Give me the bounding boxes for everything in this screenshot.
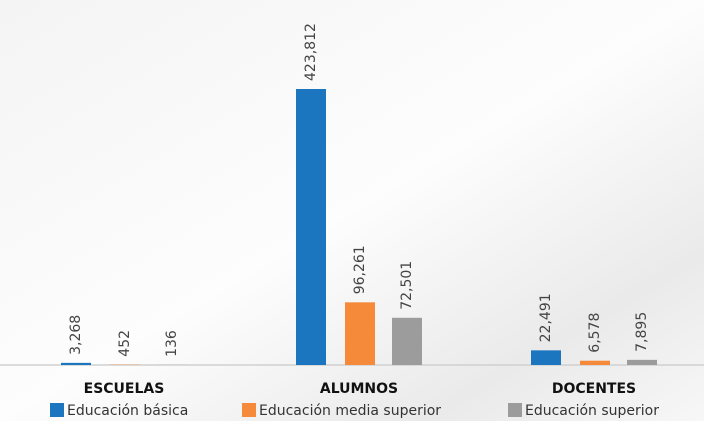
- bar: [61, 362, 91, 365]
- value-label: 96,261: [352, 245, 368, 294]
- legend-label: Educación superior: [525, 403, 659, 419]
- legend-label: Educación media superior: [259, 403, 441, 419]
- value-label: 6,578: [587, 313, 603, 353]
- bar: [580, 360, 610, 365]
- value-label: 3,268: [68, 315, 84, 355]
- value-label: 22,491: [538, 293, 554, 342]
- value-label: 423,812: [303, 23, 319, 81]
- legend-label: Educación básica: [67, 403, 188, 419]
- value-label: 72,501: [399, 261, 415, 310]
- value-label: 7,895: [634, 312, 650, 352]
- category-label: ALUMNOS: [320, 381, 398, 397]
- bar: [296, 89, 326, 365]
- category-label: ESCUELAS: [84, 381, 165, 397]
- value-label: 452: [117, 330, 133, 357]
- legend-swatch: [508, 403, 522, 417]
- bar: [627, 359, 657, 365]
- bar: [531, 350, 561, 365]
- legend-swatch: [50, 403, 64, 417]
- category-label: DOCENTES: [552, 381, 636, 397]
- bar: [392, 317, 422, 365]
- legend-swatch: [242, 403, 256, 417]
- bar: [345, 302, 375, 365]
- value-label: 136: [164, 330, 180, 357]
